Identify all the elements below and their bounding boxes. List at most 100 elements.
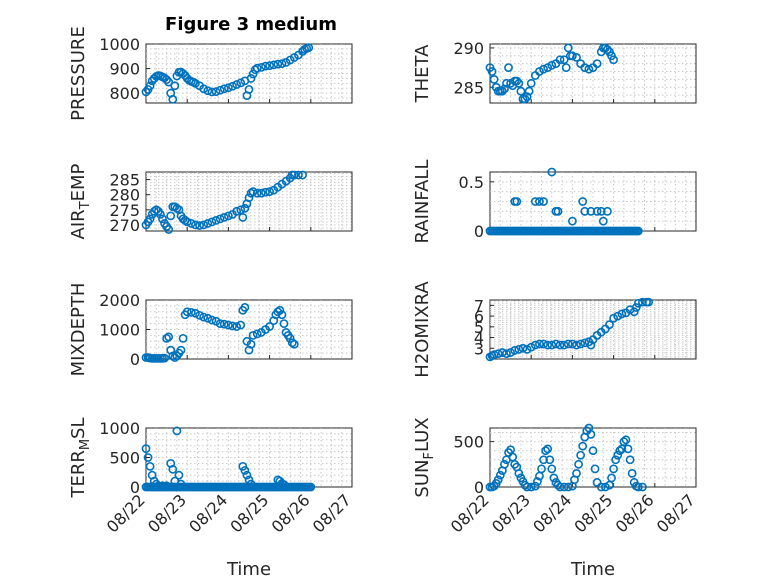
x-tick-label: 08/22 xyxy=(103,490,149,536)
data-point xyxy=(273,59,283,69)
data-point xyxy=(170,81,180,91)
data-point xyxy=(619,437,629,447)
data-point xyxy=(627,468,637,478)
data-point xyxy=(207,315,217,325)
x-tick-label: 08/26 xyxy=(268,490,314,536)
data-point xyxy=(514,344,524,354)
data-point xyxy=(244,85,254,94)
data-point xyxy=(609,464,618,474)
x-tick-label: 08/24 xyxy=(529,490,575,536)
data-point xyxy=(638,297,647,307)
data-point xyxy=(289,339,299,349)
data-point xyxy=(203,313,213,323)
data-point xyxy=(530,340,540,350)
data-point xyxy=(592,206,602,216)
data-point xyxy=(502,349,511,359)
data-point xyxy=(232,322,242,331)
y-tick-label: 6 xyxy=(474,307,484,326)
data-point xyxy=(615,446,625,456)
data-point xyxy=(545,455,555,465)
y-tick-label: 285 xyxy=(109,171,140,190)
subplot-rainfall: 0 0.5 RAINFALL xyxy=(412,160,697,243)
data-point xyxy=(541,446,551,456)
data-point xyxy=(294,170,303,180)
data-point xyxy=(242,470,252,480)
data-point xyxy=(553,206,563,216)
data-point xyxy=(215,214,225,224)
data-point xyxy=(563,339,573,349)
y-axis-label: PRESSURE xyxy=(68,26,89,121)
data-point xyxy=(603,206,612,216)
data-point xyxy=(186,307,196,317)
y-tick-label: 4 xyxy=(474,329,484,348)
data-point xyxy=(547,340,557,350)
data-point xyxy=(261,61,270,71)
data-point xyxy=(605,320,614,330)
data-point xyxy=(277,59,287,69)
data-point xyxy=(228,81,237,91)
data-point xyxy=(178,333,188,343)
data-point xyxy=(535,339,544,349)
data-point xyxy=(633,482,643,492)
x-tick-label: 08/25 xyxy=(570,490,616,536)
data-point xyxy=(532,477,542,486)
data-point xyxy=(555,340,565,350)
data-point xyxy=(563,43,573,53)
data-point xyxy=(195,221,204,230)
data-point xyxy=(162,481,171,491)
data-point xyxy=(500,459,509,469)
y-tick-label: 1000 xyxy=(99,35,140,54)
data-point xyxy=(592,59,602,69)
data-point xyxy=(530,197,540,206)
y-tick-label: 500 xyxy=(453,433,484,452)
data-point xyxy=(547,464,557,474)
data-point xyxy=(240,466,250,475)
data-point xyxy=(631,303,641,312)
data-point xyxy=(236,320,246,330)
data-point xyxy=(555,482,565,492)
data-point xyxy=(176,479,186,489)
data-point xyxy=(164,225,174,234)
data-point xyxy=(518,343,528,353)
data-point xyxy=(607,473,616,483)
data-point xyxy=(516,86,526,96)
data-point xyxy=(609,55,618,65)
data-point xyxy=(625,455,635,465)
data-point xyxy=(621,435,631,445)
data-point xyxy=(168,94,178,104)
data-point xyxy=(524,86,534,96)
data-point xyxy=(543,340,553,350)
data-point xyxy=(629,307,639,317)
data-point xyxy=(306,482,316,492)
x-axis-label: Time xyxy=(570,559,615,580)
data-point xyxy=(207,217,217,227)
data-point xyxy=(559,482,569,492)
data-point xyxy=(168,464,178,474)
data-point xyxy=(174,470,184,480)
data-point xyxy=(244,475,254,485)
data-point xyxy=(574,459,583,469)
data-point xyxy=(539,197,548,206)
y-tick-label: 1000 xyxy=(99,321,140,340)
data-point xyxy=(164,77,174,87)
data-point xyxy=(248,187,258,197)
y-tick-label: 5 xyxy=(474,318,484,337)
data-point xyxy=(568,216,577,226)
data-point xyxy=(172,203,182,213)
data-point xyxy=(275,305,285,315)
y-axis-label: H2OMIXRA xyxy=(412,281,433,378)
data-point xyxy=(240,302,250,312)
data-point xyxy=(153,481,163,491)
data-point xyxy=(219,212,229,222)
data-point xyxy=(215,85,225,95)
data-point xyxy=(162,333,171,343)
data-point xyxy=(493,349,503,359)
data-point xyxy=(199,312,209,322)
data-point xyxy=(141,444,151,454)
data-point xyxy=(526,482,536,492)
data-point xyxy=(199,220,209,230)
data-point xyxy=(586,206,596,216)
